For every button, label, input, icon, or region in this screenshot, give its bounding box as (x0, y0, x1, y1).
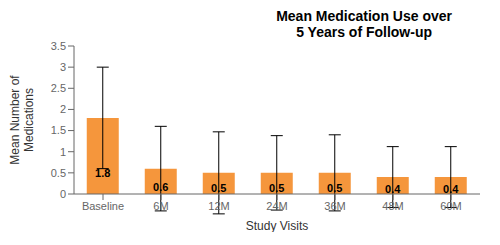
svg-text:60M: 60M (440, 200, 461, 212)
svg-text:0.5: 0.5 (327, 182, 342, 194)
html-text:5 Years of Follow-up: 5 Years of Follow-up (296, 24, 432, 40)
svg-text:6M: 6M (153, 200, 168, 212)
svg-text:24M: 24M (266, 200, 287, 212)
svg-text:48M: 48M (382, 200, 403, 212)
svg-text:1.5: 1.5 (51, 124, 66, 136)
svg-text:1: 1 (60, 146, 66, 158)
svg-text:0.4: 0.4 (385, 183, 401, 195)
svg-text:3: 3 (60, 61, 66, 73)
svg-text:2.5: 2.5 (51, 82, 66, 94)
html-text:Mean Medication Use over: Mean Medication Use over (276, 8, 452, 24)
svg-text:0: 0 (60, 188, 66, 200)
svg-text:12M: 12M (208, 200, 229, 212)
svg-text:0.5: 0.5 (211, 182, 226, 194)
svg-text:36M: 36M (324, 200, 345, 212)
svg-text:Baseline: Baseline (82, 200, 124, 212)
svg-text:3.5: 3.5 (51, 40, 66, 52)
svg-text:0.4: 0.4 (443, 183, 459, 195)
svg-text:2: 2 (60, 103, 66, 115)
svg-text:0.5: 0.5 (269, 182, 284, 194)
svg-text:Mean Number ofMedications: Mean Number ofMedications (8, 75, 36, 165)
svg-text:0.6: 0.6 (153, 181, 168, 193)
svg-text:1.8: 1.8 (95, 167, 110, 179)
svg-text:Study Visits: Study Visits (246, 219, 308, 232)
svg-text:0.5: 0.5 (51, 167, 66, 179)
